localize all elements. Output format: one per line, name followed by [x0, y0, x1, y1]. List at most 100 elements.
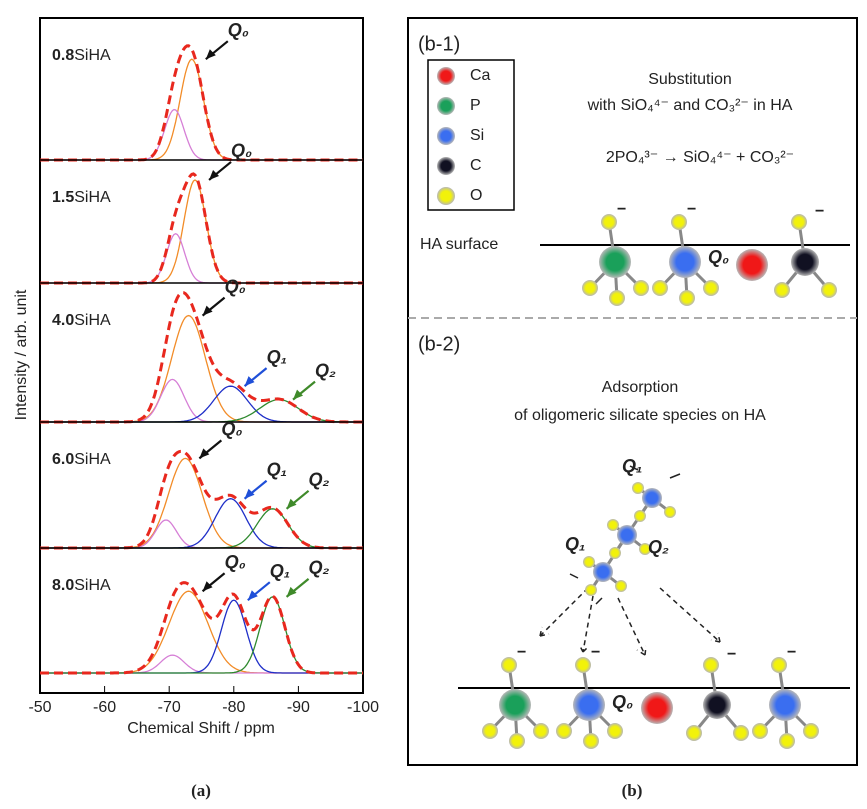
- atom: [609, 290, 625, 306]
- part-label: (b-1): [418, 33, 460, 55]
- atom: [664, 506, 676, 518]
- peak-label: Q₂: [315, 360, 336, 380]
- peak-arrowhead: [209, 170, 219, 180]
- atom: [791, 248, 819, 276]
- atom: [642, 488, 662, 508]
- sample-label: 8.0SiHA: [52, 577, 111, 594]
- arrow: [540, 588, 588, 636]
- atom: [499, 689, 531, 721]
- x-tick-label: -50: [28, 699, 51, 716]
- sample-amount: 4.0: [52, 312, 74, 329]
- atom: [752, 723, 768, 739]
- atom: [633, 280, 649, 296]
- peak-label: Q₁: [267, 347, 287, 367]
- figure: Chemical Shift / ppm Intensity / arb. un…: [0, 0, 867, 809]
- sample-amount: 0.8: [52, 47, 74, 64]
- legend-label: P: [470, 97, 481, 114]
- atom: [669, 246, 701, 278]
- atom: [575, 657, 591, 673]
- peak-label: Q₀: [225, 276, 246, 296]
- sample-suffix: SiHA: [74, 451, 111, 468]
- legend-swatch: [437, 157, 455, 175]
- peak-arrowhead: [293, 390, 303, 400]
- peak-label: Q₀: [231, 141, 252, 161]
- caption-b: (b): [622, 781, 643, 800]
- peak-label: Q₀: [225, 552, 246, 572]
- peak-label: Q₂: [309, 470, 330, 490]
- atom: [632, 482, 644, 494]
- y-axis-label: Intensity / arb. unit: [13, 289, 30, 420]
- q-label: Q₂: [648, 537, 669, 557]
- legend-swatch: [437, 97, 455, 115]
- dangling-bond: [570, 574, 578, 578]
- charge: −: [727, 646, 736, 663]
- legend-swatch: [437, 187, 455, 205]
- x-tick-label: -90: [287, 699, 310, 716]
- atom: [573, 689, 605, 721]
- adsorption-arrows: [540, 588, 720, 655]
- legend-label: Ca: [470, 67, 491, 84]
- peak-arrowhead: [245, 376, 255, 386]
- part-subtitle: with SiO₄⁴⁻ and CO₃²⁻ in HA: [587, 97, 793, 114]
- peak-arrowhead: [245, 489, 255, 499]
- sample-suffix: SiHA: [74, 312, 111, 329]
- peak-component: [40, 600, 363, 673]
- site-label: Q₀: [612, 692, 633, 712]
- atom: [607, 723, 623, 739]
- peak-arrowhead: [287, 499, 297, 509]
- atom: [583, 733, 599, 749]
- atom: [585, 584, 597, 596]
- peak-component: [40, 110, 363, 160]
- drawing-layer: -50-60-70-80-90-1000.8SiHAQ₀1.5SiHAQ₀4.0…: [28, 20, 837, 749]
- atom: [686, 725, 702, 741]
- peak-arrowhead: [248, 590, 258, 600]
- surface-label: HA surface: [420, 236, 498, 253]
- atom: [679, 290, 695, 306]
- legend-swatch: [437, 127, 455, 145]
- part-title: Substitution: [648, 71, 732, 88]
- peak-label: Q₀: [221, 419, 242, 439]
- atom: [736, 249, 768, 281]
- peak-component: [40, 59, 363, 160]
- peak-label: Q₁: [270, 561, 290, 581]
- x-tick-label: -70: [158, 699, 181, 716]
- peak-arrowhead: [199, 448, 209, 458]
- legend-label: Si: [470, 127, 484, 144]
- equation: 2PO₄³⁻ → SiO₄⁴⁻ + CO₃²⁻: [606, 149, 794, 166]
- atom: [501, 657, 517, 673]
- charge: −: [815, 203, 824, 220]
- x-tick-label: -80: [222, 699, 245, 716]
- atom: [774, 282, 790, 298]
- atom: [482, 723, 498, 739]
- atom: [791, 214, 807, 230]
- fit-sum: [40, 583, 363, 673]
- atom: [634, 510, 646, 522]
- sample-suffix: SiHA: [74, 47, 111, 64]
- sample-amount: 6.0: [52, 451, 74, 468]
- charge: −: [787, 644, 796, 661]
- peak-arrowhead: [287, 587, 297, 597]
- atom: [641, 692, 673, 724]
- sample-label: 6.0SiHA: [52, 451, 111, 468]
- peak-label: Q₀: [228, 20, 249, 40]
- peak-component: [40, 509, 363, 548]
- atom: [703, 280, 719, 296]
- atom: [821, 282, 837, 298]
- site-label: Q₀: [708, 247, 729, 267]
- legend-label: C: [470, 157, 482, 174]
- atom: [601, 214, 617, 230]
- atom: [652, 280, 668, 296]
- atom: [703, 691, 731, 719]
- atom: [583, 556, 595, 568]
- atom: [733, 725, 749, 741]
- peak-arrowhead: [206, 49, 216, 59]
- peak-component: [40, 499, 363, 548]
- x-tick-label: -100: [347, 699, 379, 716]
- charge: −: [517, 644, 526, 661]
- sample-amount: 1.5: [52, 189, 74, 206]
- peak-component: [40, 234, 363, 283]
- legend-label: O: [470, 187, 482, 204]
- peak-label: Q₁: [267, 459, 287, 479]
- atom: [771, 657, 787, 673]
- atom: [533, 723, 549, 739]
